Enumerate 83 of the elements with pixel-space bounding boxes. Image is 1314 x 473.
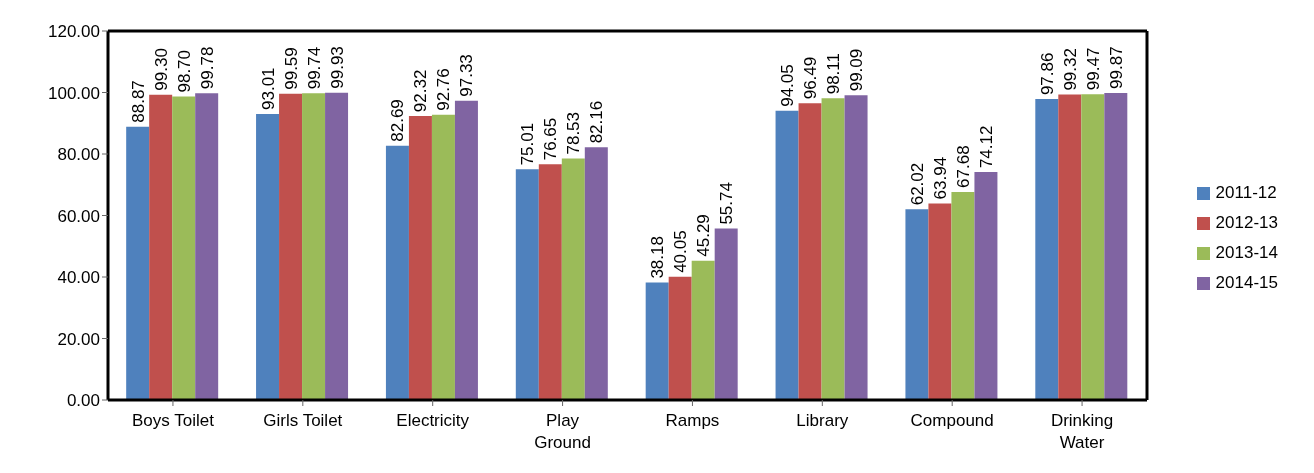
y-tick-label: 40.00: [57, 268, 100, 288]
data-label: 67.68: [953, 145, 973, 188]
bar: [195, 93, 219, 400]
bar: [431, 114, 455, 400]
bar: [515, 169, 539, 400]
bar: [821, 98, 845, 400]
bar: [1081, 94, 1105, 400]
legend-label: 2011-12: [1215, 183, 1277, 203]
data-label: 99.93: [327, 46, 347, 89]
bar: [798, 103, 822, 400]
bar: [172, 96, 196, 400]
bar: [302, 93, 326, 400]
legend-label: 2012-13: [1215, 213, 1278, 233]
bar: [279, 93, 303, 400]
data-label: 88.87: [128, 80, 148, 123]
bar: [1058, 94, 1082, 400]
data-label: 93.01: [258, 67, 278, 110]
bar: [645, 282, 669, 400]
data-label: 99.87: [1106, 46, 1126, 89]
data-label: 99.74: [304, 46, 324, 90]
data-label: 75.01: [518, 122, 538, 166]
data-label: 99.09: [847, 48, 867, 92]
bar: [561, 158, 585, 400]
data-label: 99.47: [1083, 47, 1103, 91]
y-tick-label: 120.00: [48, 22, 100, 42]
data-label: 38.18: [648, 236, 668, 279]
x-tick-label: Boys Toilet: [131, 411, 215, 430]
data-label: 76.65: [541, 117, 561, 161]
data-label: 74.12: [976, 125, 996, 169]
data-label: 82.16: [587, 100, 607, 144]
x-tick-label: Electricity: [396, 411, 470, 430]
x-tick-label: Library: [796, 411, 849, 430]
x-tick-label: Play Ground: [534, 411, 591, 452]
data-label: 96.49: [801, 56, 821, 100]
data-label: 45.29: [694, 214, 714, 257]
bar: [691, 260, 715, 400]
x-tick-label: Ramps: [665, 411, 720, 430]
data-label: 98.70: [174, 49, 194, 93]
y-tick-label: 80.00: [57, 145, 100, 165]
bar: [385, 145, 409, 400]
data-label: 94.05: [778, 64, 798, 107]
y-tick-label: 0.00: [66, 391, 100, 411]
bar: [538, 164, 562, 400]
y-tick-label: 20.00: [57, 329, 100, 349]
bar: [126, 126, 150, 400]
x-tick-label: Compound: [910, 411, 994, 430]
data-label: 99.78: [197, 46, 217, 90]
data-label: 97.33: [457, 54, 477, 97]
bar: [951, 191, 975, 400]
data-label: 62.02: [907, 162, 927, 206]
bar: [408, 116, 432, 400]
y-tick-label: 60.00: [57, 206, 100, 226]
y-tick-label: 100.00: [48, 83, 100, 103]
data-label: 99.59: [281, 47, 301, 90]
bar: [844, 95, 868, 400]
bar: [325, 92, 349, 400]
bar: [905, 209, 929, 400]
bar: [668, 276, 692, 400]
bar: [256, 113, 280, 400]
bar: [584, 147, 608, 400]
data-label: 92.32: [411, 69, 431, 113]
bar: [149, 94, 173, 400]
bar: [454, 100, 478, 400]
x-tick-label: Drinking Water: [1050, 411, 1114, 452]
data-label: 99.30: [151, 48, 171, 91]
legend-label: 2014-15: [1215, 273, 1278, 293]
data-label: 97.86: [1037, 52, 1057, 96]
data-label: 40.05: [671, 230, 691, 273]
bar: [1104, 92, 1128, 400]
data-label: 78.53: [564, 111, 584, 155]
data-label: 92.76: [434, 68, 454, 111]
bar: [775, 110, 799, 400]
bar: [928, 203, 952, 400]
data-label: 98.11: [824, 53, 844, 95]
bar: [714, 228, 738, 400]
data-label: 55.74: [717, 182, 737, 225]
data-label: 63.94: [930, 156, 950, 200]
data-label: 99.32: [1060, 48, 1080, 91]
data-label: 82.69: [388, 99, 408, 142]
bar: [974, 172, 998, 400]
bar: [1035, 99, 1059, 400]
legend-label: 2013-14: [1215, 243, 1278, 263]
x-tick-label: Girls Toilet: [263, 411, 343, 430]
